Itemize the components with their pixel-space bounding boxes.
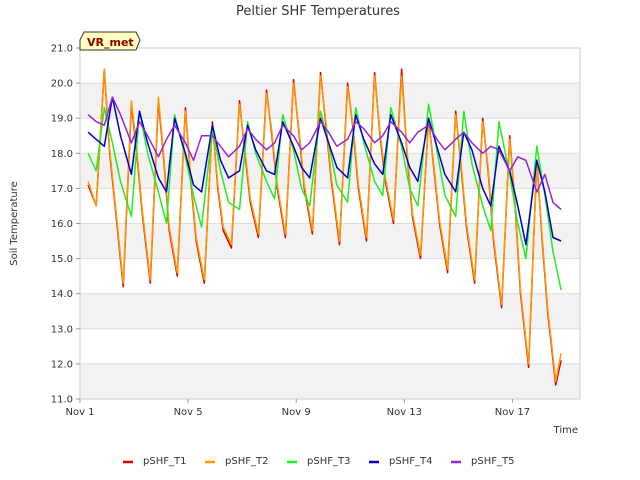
y-axis-ticks: 11.0 12.0 13.0 14.0 15.0 16.0 17.0 18.0 19.0 20.0… [51,44,80,406]
y-tick-label: 13.0 [51,324,73,335]
y-tick-label: 14.0 [51,289,73,300]
x-tick-label: Nov 13 [387,407,422,418]
y-tick-label: 16.0 [51,219,73,230]
y-tick-label: 20.0 [51,79,73,90]
y-axis-label: Soil Temperature [9,181,20,266]
x-axis-label: Time [553,425,578,436]
y-tick-label: 12.0 [51,359,73,370]
plot-band [80,258,580,294]
legend-label: pSHF_T3 [307,456,350,467]
legend: pSHF_T1 pSHF_T2 pSHF_T3 pSHF_T4 pSHF_T5 [123,456,514,467]
legend-label: pSHF_T2 [225,456,268,467]
series-lines [87,68,562,386]
x-tick-label: Nov 17 [495,407,530,418]
plot-band [80,328,580,364]
badge-label: VR_met [87,36,134,49]
chart-title: Peltier SHF Temperatures [236,4,400,19]
series-line-pshf_t5 [87,96,562,211]
y-tick-label: 19.0 [51,114,73,125]
plot-band [80,363,580,399]
y-tick-label: 18.0 [51,149,73,160]
plot-band [80,223,580,259]
y-tick-label: 11.0 [51,395,73,406]
legend-label: pSHF_T1 [143,456,186,467]
y-tick-label: 17.0 [51,184,73,195]
series-line-pshf_t4 [87,96,562,246]
plot-band [80,188,580,224]
y-tick-label: 15.0 [51,254,73,265]
badge-shape [79,31,141,51]
x-tick-label: Nov 1 [65,407,94,418]
plot-band [80,48,580,84]
y-tick-label: 21.0 [51,44,73,55]
plot-band [80,293,580,329]
x-tick-label: Nov 5 [174,407,203,418]
legend-label: pSHF_T5 [471,456,514,467]
x-axis-ticks: Nov 1 Nov 5 Nov 9 Nov 13 Nov 17 [65,399,530,418]
legend-label: pSHF_T4 [389,456,432,467]
x-tick-label: Nov 9 [282,407,311,418]
plot-band [80,83,580,119]
site-badge: VR_met [79,31,141,51]
